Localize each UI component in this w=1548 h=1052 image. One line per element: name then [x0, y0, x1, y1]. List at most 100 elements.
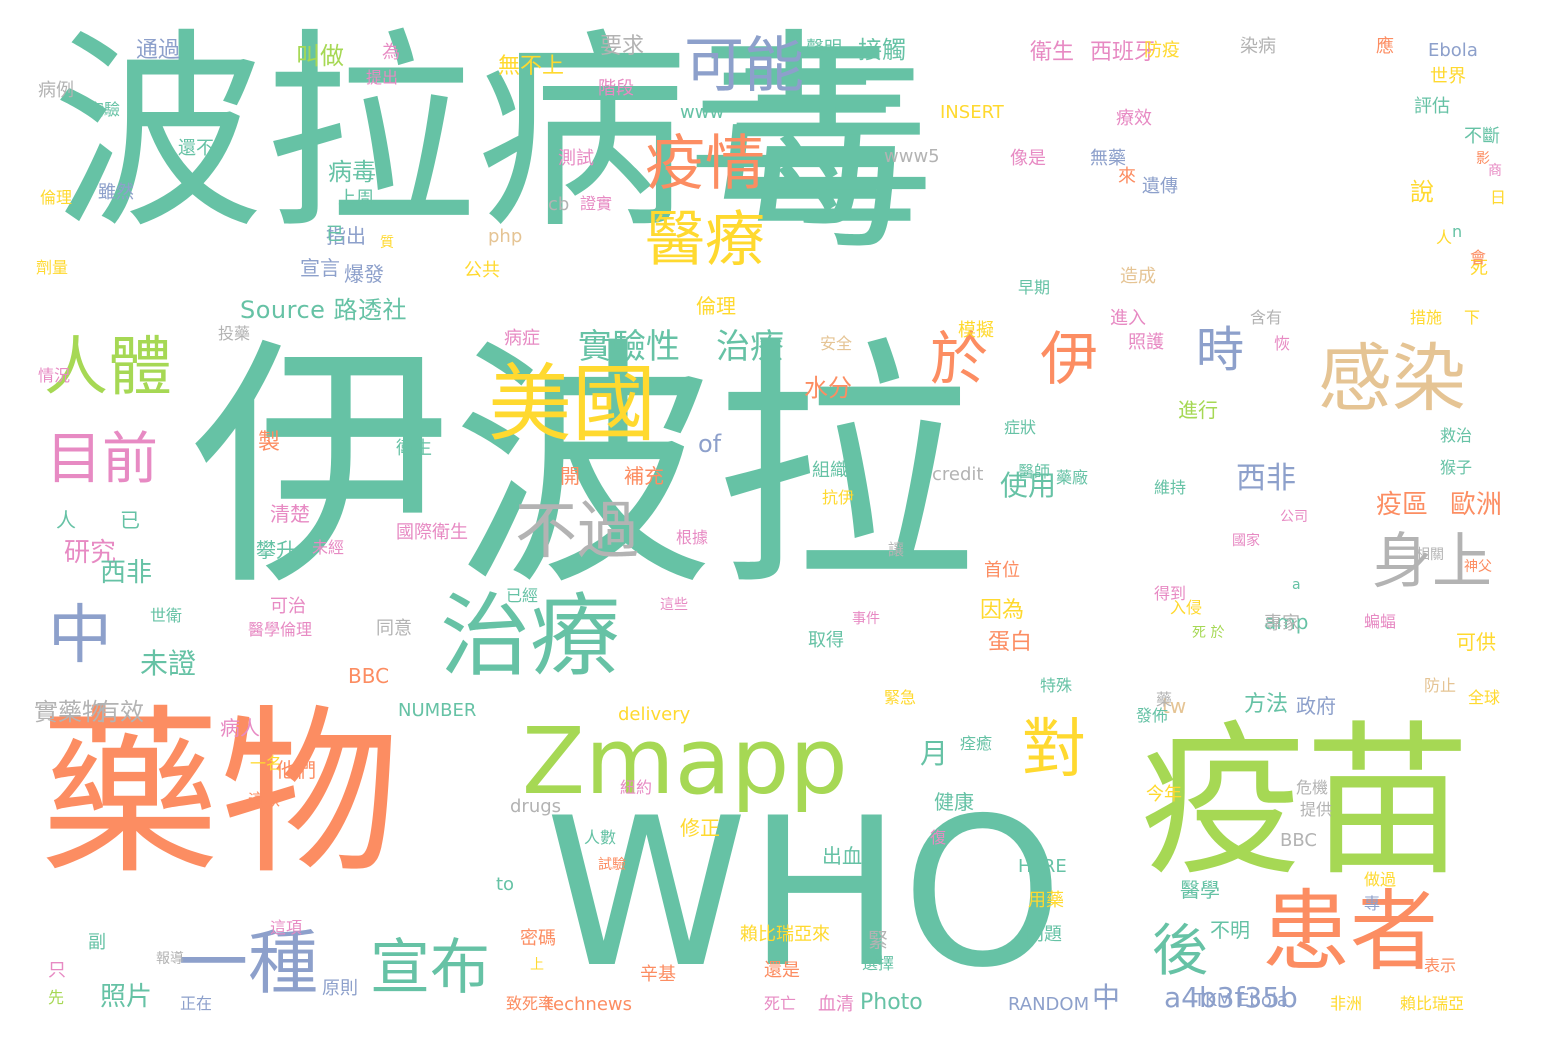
- word-cloud-word: 不明: [1210, 918, 1250, 942]
- word-cloud-word: 讓: [888, 540, 905, 559]
- word-cloud-word: RANDOM: [1008, 994, 1090, 1015]
- word-cloud-word: 疫情: [645, 129, 765, 199]
- word-cloud-word: 防疫: [1144, 40, 1180, 61]
- word-cloud-word: 實驗性: [578, 327, 680, 367]
- word-cloud-word: 原則: [322, 978, 358, 999]
- word-cloud-word: Photo: [860, 990, 923, 1015]
- word-cloud-word: 情況: [38, 366, 71, 385]
- word-cloud-word: 水分: [804, 374, 852, 402]
- word-cloud-word: 疫苗: [1140, 706, 1470, 898]
- word-cloud-word: 開: [560, 464, 580, 488]
- word-cloud-word: 健康: [934, 790, 974, 814]
- word-cloud-word: 紐約: [620, 778, 653, 797]
- word-cloud-word: 投藥: [218, 324, 251, 343]
- word-cloud-word: 疫區: [1376, 490, 1429, 520]
- word-cloud-word: 劑量: [36, 258, 69, 277]
- word-cloud-word: 公司: [1280, 509, 1308, 525]
- word-cloud-word: 藥廠: [1056, 468, 1089, 487]
- word-cloud-word: 宣布: [370, 933, 490, 1003]
- word-cloud-word: 雖然: [98, 182, 134, 203]
- word-cloud-word: 遺傳: [1142, 176, 1178, 197]
- word-cloud-word: 公共: [464, 260, 500, 281]
- word-cloud-word: 方法: [1244, 692, 1289, 717]
- word-cloud-word: TKM Ebola: [1194, 990, 1288, 1011]
- word-cloud-word: 措施: [1410, 308, 1443, 327]
- word-cloud-word: 用藥: [1028, 890, 1064, 911]
- word-cloud-word: 蝙蝠: [1364, 612, 1397, 631]
- word-cloud-word: 致死率: [506, 994, 555, 1013]
- word-cloud-word: to: [496, 874, 515, 895]
- word-cloud-word: 猴子: [1440, 458, 1473, 477]
- word-cloud-word: 倫理: [40, 188, 73, 207]
- word-cloud-word: 密碼: [520, 928, 556, 949]
- word-cloud-word: 死 於: [1192, 625, 1225, 641]
- word-cloud-word: 身上: [1372, 527, 1492, 597]
- word-cloud-word: 測試: [558, 148, 594, 169]
- word-cloud-word: 療效: [1116, 108, 1152, 129]
- word-cloud-word: 試驗: [598, 857, 626, 873]
- word-cloud-word: 賴比瑞亞來: [740, 924, 830, 945]
- word-cloud-word: 使用: [1000, 469, 1057, 502]
- word-cloud-word: 接觸: [858, 36, 906, 64]
- word-cloud-word: 報導: [156, 951, 184, 967]
- word-cloud-word: 救治: [1440, 426, 1473, 445]
- word-cloud-word: 不過: [515, 494, 640, 567]
- word-cloud-word: 影: [1476, 151, 1490, 167]
- word-cloud-word: credit: [932, 464, 984, 485]
- word-cloud-word: 取得: [808, 630, 844, 651]
- word-cloud-word: 研究: [64, 538, 117, 568]
- word-cloud-word: 先: [48, 988, 65, 1007]
- word-cloud-word: 國際衛生: [396, 522, 468, 543]
- word-cloud-word: 衛生: [1030, 40, 1075, 65]
- word-cloud-word: 人: [1436, 228, 1453, 247]
- word-cloud-word: 上: [530, 957, 544, 973]
- word-cloud-word: 這項: [270, 918, 303, 937]
- word-cloud-word: Zmapp: [522, 708, 848, 815]
- word-cloud-word: delivery: [618, 704, 691, 725]
- word-cloud-word: 日: [1490, 188, 1507, 207]
- word-cloud-word: 做過: [1364, 870, 1397, 889]
- word-cloud-word: BBC: [348, 664, 390, 688]
- word-cloud-word: 死: [1470, 258, 1488, 279]
- word-cloud-word: 藥物: [40, 690, 401, 899]
- word-cloud-word: 照片: [100, 982, 153, 1012]
- word-cloud-word: tw: [1162, 694, 1187, 718]
- word-cloud-word: 國家: [1232, 533, 1260, 549]
- word-cloud-word: 還是: [764, 960, 800, 981]
- word-cloud-word: 賴比瑞亞: [1400, 994, 1465, 1013]
- word-cloud-word: 可供: [1456, 630, 1496, 654]
- word-cloud-word: 模擬: [958, 320, 994, 341]
- word-cloud-word: 西班牙: [1090, 40, 1157, 65]
- word-cloud-word: 評估: [1414, 96, 1450, 117]
- word-cloud-word: drugs: [510, 796, 562, 817]
- word-cloud-word: 無不上: [498, 54, 565, 79]
- word-cloud-word: 選擇: [862, 954, 895, 973]
- word-cloud-word: 會: [1470, 248, 1487, 267]
- word-cloud-word: 復: [930, 828, 947, 847]
- word-cloud-word: 要求: [600, 34, 645, 59]
- word-cloud-word: 未經: [312, 538, 345, 557]
- word-cloud-word: 目前: [46, 427, 158, 492]
- word-cloud-word: 今年: [1146, 784, 1182, 805]
- word-cloud-word: 他們: [276, 758, 316, 782]
- word-cloud-word: amp: [1264, 610, 1309, 634]
- word-cloud-word: 無藥: [1090, 148, 1126, 169]
- word-cloud-word: 同意: [376, 618, 412, 639]
- word-cloud-word: 清楚: [270, 502, 310, 526]
- word-cloud-word: 伊波拉: [190, 316, 976, 621]
- word-cloud-word: 修正: [680, 816, 720, 840]
- word-cloud-word: technews: [546, 994, 633, 1015]
- word-cloud-word: 西非: [1236, 461, 1296, 496]
- word-cloud-word: 時: [1196, 322, 1245, 378]
- word-cloud-word: 攀升: [256, 538, 296, 562]
- word-cloud-word: 專家: [1264, 613, 1300, 634]
- word-cloud-word: 醫學倫理: [248, 620, 313, 639]
- word-cloud-word: 聲明: [806, 38, 842, 59]
- word-cloud-word: 已: [120, 508, 140, 532]
- word-cloud-word: 對: [1022, 713, 1086, 787]
- word-cloud-word: 蛋白: [988, 630, 1033, 655]
- word-cloud-word: a4b3f35b: [1164, 981, 1298, 1014]
- word-cloud-word: 不斷: [1464, 126, 1500, 147]
- word-cloud-word: 特殊: [1040, 676, 1073, 695]
- word-cloud-word: 發佈: [1136, 706, 1169, 725]
